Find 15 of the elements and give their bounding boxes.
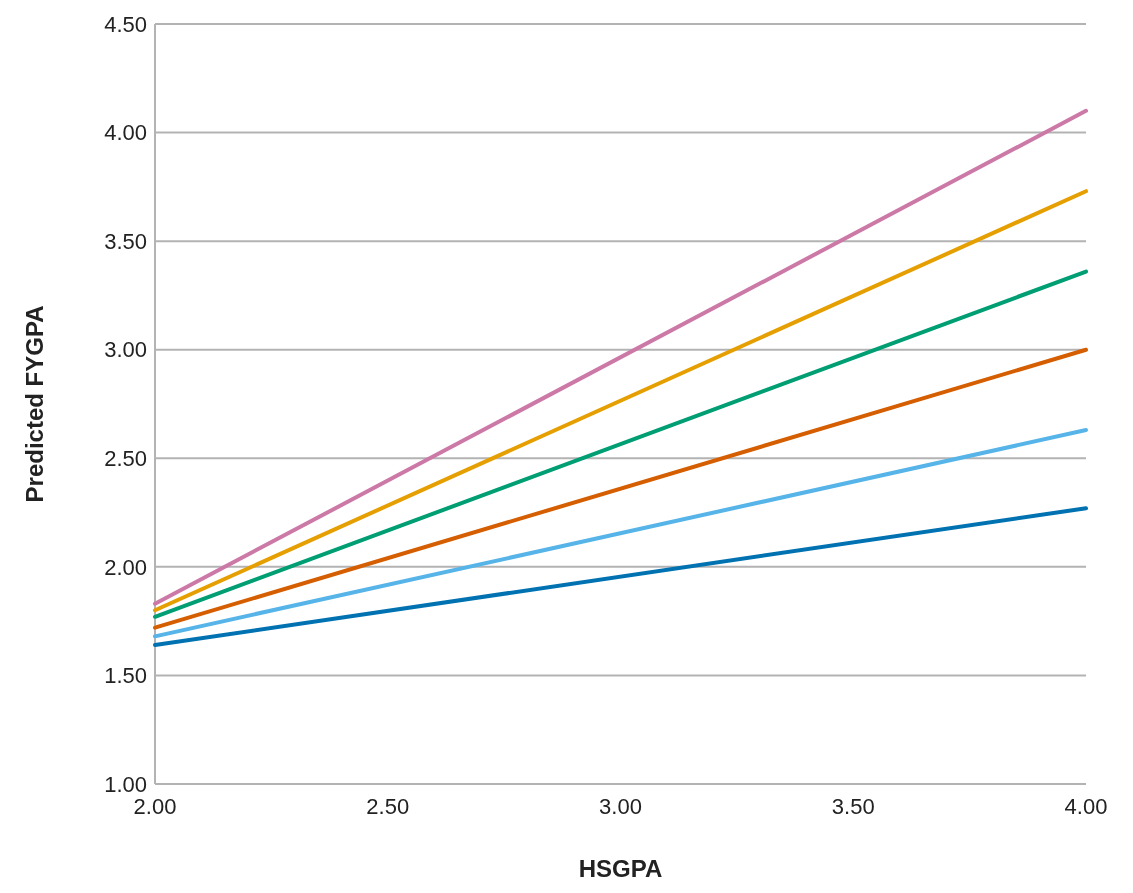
- y-tick-label: 1.00: [104, 771, 147, 797]
- x-axis-title: HSGPA: [578, 855, 663, 882]
- x-tick-label: 2.00: [133, 794, 177, 819]
- y-tick-label: 3.50: [104, 228, 147, 254]
- y-tick-label: 1.50: [104, 663, 147, 689]
- x-tick-label: 3.50: [831, 794, 875, 819]
- x-tick-label: 4.00: [1064, 794, 1108, 819]
- x-tick-label: 2.50: [366, 794, 410, 819]
- x-tick-label: 3.00: [599, 794, 642, 819]
- y-axis-title: Predicted FYGPA: [21, 305, 48, 503]
- y-tick-label: 4.00: [104, 120, 147, 146]
- y-tick-label: 4.50: [104, 11, 147, 37]
- y-tick-label: 2.50: [104, 445, 147, 471]
- y-tick-label: 2.00: [104, 554, 147, 580]
- y-tick-label: 3.00: [104, 337, 147, 363]
